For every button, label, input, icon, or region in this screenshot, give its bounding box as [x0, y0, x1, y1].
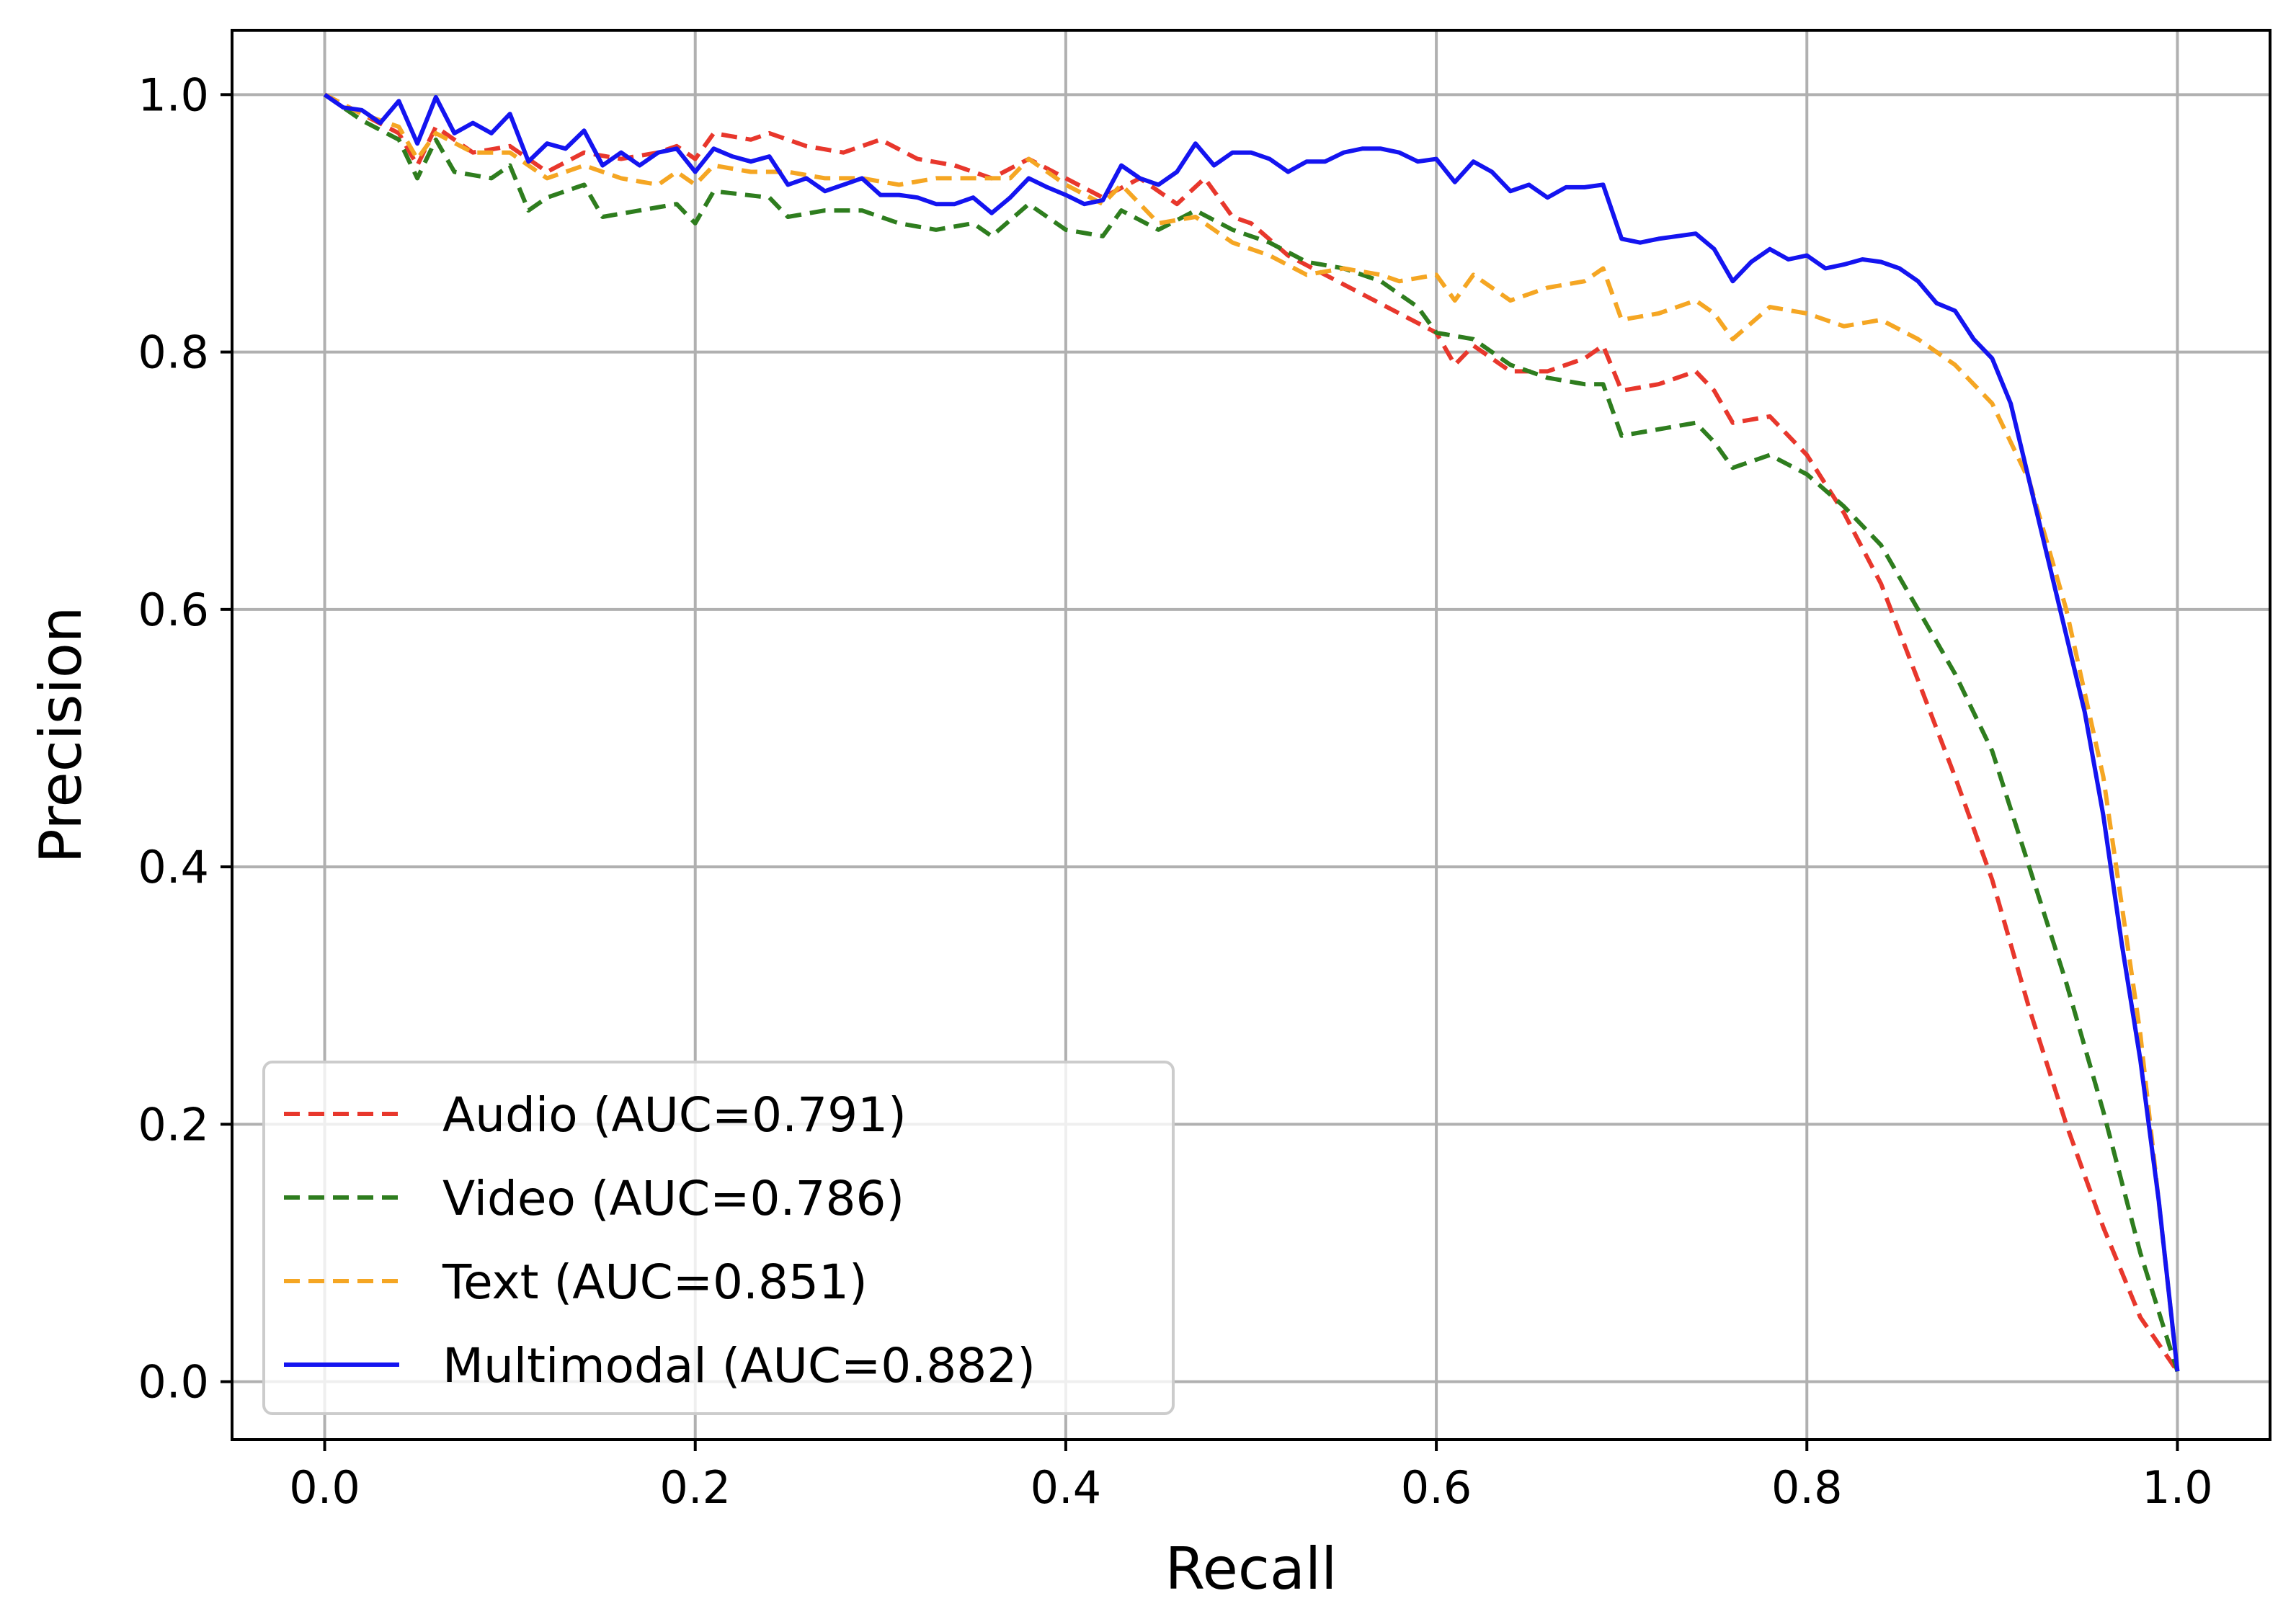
y-tick-label: 0.6: [138, 584, 209, 636]
series-line-multimodal: [323, 92, 2180, 1372]
x-tick-label: 0.0: [289, 1461, 360, 1514]
y-tick-label: 0.2: [138, 1098, 209, 1151]
x-tick-label: 1.0: [2142, 1461, 2213, 1514]
x-axis-label: Recall: [1165, 1535, 1338, 1602]
y-axis-ticks: 0.0 0.2 0.4 0.6 0.8 1.0: [138, 68, 232, 1409]
x-tick-label: 0.8: [1771, 1461, 1843, 1514]
series-line-video: [323, 92, 2180, 1373]
y-tick-label: 0.8: [138, 326, 209, 379]
series-line-text: [324, 92, 2180, 1372]
x-tick-label: 0.2: [659, 1461, 731, 1514]
x-tick-label: 0.6: [1401, 1461, 1472, 1514]
y-axis-label: Precision: [27, 607, 94, 864]
legend-label: Audio (AUC=0.791): [442, 1087, 907, 1143]
series-line-audio: [324, 92, 2179, 1373]
legend-label: Video (AUC=0.786): [442, 1171, 904, 1226]
x-axis-ticks: 0.0 0.2 0.4 0.6 0.8 1.0: [289, 1440, 2213, 1514]
y-tick-label: 0.0: [138, 1356, 209, 1409]
y-tick-label: 0.4: [138, 841, 209, 893]
series-group: [323, 92, 2180, 1373]
legend-label: Multimodal (AUC=0.882): [442, 1338, 1036, 1393]
y-tick-label: 1.0: [138, 68, 209, 121]
x-tick-label: 0.4: [1031, 1461, 1102, 1514]
legend: Audio (AUC=0.791) Video (AUC=0.786) Text (…: [262, 1061, 1175, 1415]
legend-label: Text (AUC=0.851): [442, 1254, 868, 1310]
plot-frame: [231, 29, 2271, 1441]
legend-box: [262, 1061, 1175, 1415]
